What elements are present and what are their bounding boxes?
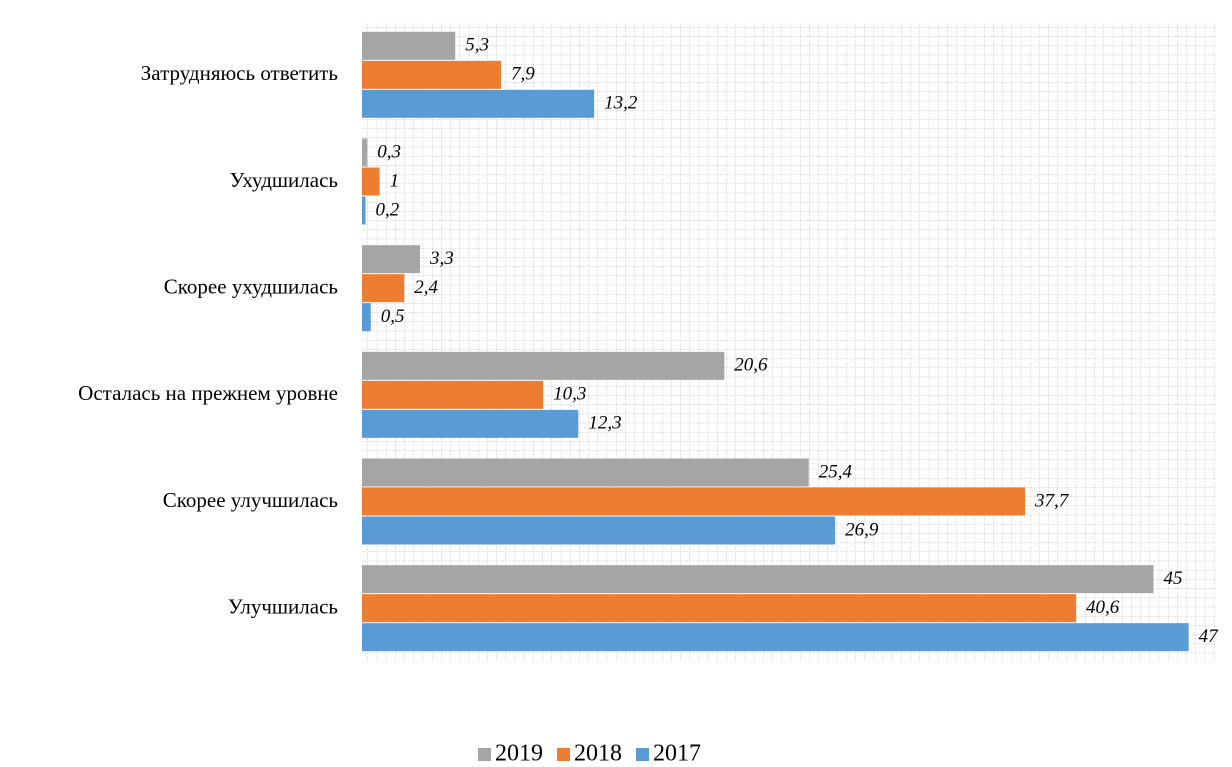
value-label: 5,3 — [465, 35, 489, 56]
value-label: 12,3 — [588, 413, 621, 434]
bar — [362, 167, 380, 196]
value-label: 10,3 — [553, 384, 586, 405]
category-label: Осталась на прежнем уровне — [78, 381, 338, 405]
value-label: 26,9 — [845, 519, 879, 540]
bar — [362, 487, 1026, 516]
bar — [362, 196, 366, 225]
bar — [362, 351, 725, 380]
value-label: 45 — [1163, 568, 1182, 589]
legend-swatch — [557, 748, 570, 761]
value-label: 40,6 — [1086, 597, 1120, 618]
value-label: 0,3 — [377, 141, 401, 162]
value-label: 13,2 — [604, 93, 638, 114]
bar — [362, 458, 809, 487]
bar — [362, 31, 456, 60]
value-label: 2,4 — [414, 277, 438, 298]
plot-grid — [362, 22, 1215, 662]
bar — [362, 516, 836, 545]
legend-label: 2019 — [495, 741, 543, 767]
bar — [362, 623, 1189, 652]
bar — [362, 380, 544, 409]
category-label: Скорее ухудшилась — [164, 274, 338, 298]
category-label: Ухудшилась — [230, 168, 338, 192]
value-label: 20,6 — [734, 355, 768, 376]
bar — [362, 409, 579, 438]
value-label: 47 — [1199, 626, 1220, 647]
bar — [362, 274, 405, 303]
category-label: Затрудняюсь ответить — [141, 61, 338, 85]
bar — [362, 89, 595, 118]
bar — [362, 565, 1154, 594]
bar — [362, 60, 501, 89]
value-label: 1 — [390, 170, 400, 191]
value-label: 7,9 — [511, 64, 535, 85]
bar — [362, 245, 421, 274]
legend-label: 2017 — [653, 741, 701, 767]
value-label: 25,4 — [819, 461, 853, 482]
value-label: 0,2 — [376, 199, 400, 220]
value-label: 37,7 — [1034, 490, 1070, 511]
category-label: Улучшилась — [228, 594, 338, 618]
bar — [362, 303, 371, 332]
legend-label: 2018 — [574, 741, 622, 767]
category-label: Скорее улучшилась — [163, 488, 338, 512]
legend-swatch — [478, 748, 491, 761]
value-label: 3,3 — [429, 248, 454, 269]
value-label: 0,5 — [381, 306, 405, 327]
bar — [362, 138, 368, 167]
bar — [362, 594, 1077, 623]
legend-swatch — [636, 748, 649, 761]
